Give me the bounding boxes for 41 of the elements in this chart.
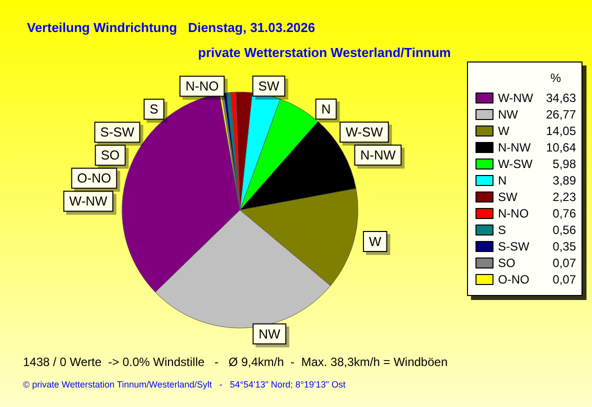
category-label: O-NO bbox=[77, 170, 112, 186]
data-label: 0,76 bbox=[552, 206, 576, 220]
text: 1438 / 0 Werte -> 0.0% Windstille - Ø 9,4km/h - Max. 38,3km/h = Windböen bbox=[23, 355, 448, 369]
legend-label: O-NO bbox=[498, 272, 530, 286]
data-label: 0,56 bbox=[552, 223, 576, 237]
category-label: S-SW bbox=[100, 124, 134, 140]
category-label: W-SW bbox=[346, 124, 383, 140]
slice-label: NW bbox=[258, 326, 282, 342]
legend-label: S-SW bbox=[498, 240, 530, 254]
data-label: 3,89 bbox=[552, 174, 576, 188]
slice-label: W-NW bbox=[69, 194, 108, 209]
data-label: 5,98 bbox=[552, 157, 576, 171]
slice-label: SW bbox=[258, 78, 280, 94]
legend-label: W bbox=[498, 124, 510, 138]
legend-label: SW bbox=[498, 190, 518, 204]
legend-title: % bbox=[550, 71, 562, 85]
legend-label: SO bbox=[498, 256, 516, 270]
data-label: 34,63 bbox=[546, 91, 576, 105]
slice-label: W bbox=[368, 234, 382, 249]
legend-label: W-NW bbox=[498, 91, 534, 105]
legend-label: NW bbox=[498, 108, 519, 122]
chart-subtitle: private Wetterstation Westerland/Tinnum bbox=[198, 45, 451, 60]
category-label: N bbox=[321, 102, 331, 117]
legend-label: N-NO bbox=[498, 206, 529, 220]
data-label: 10,64 bbox=[546, 140, 576, 154]
data-label: 26,77 bbox=[546, 108, 576, 122]
category-label: N-NO bbox=[185, 78, 219, 94]
data-label: 0,35 bbox=[552, 240, 576, 254]
data-label: 0,07 bbox=[552, 272, 576, 286]
category-label: S bbox=[150, 102, 158, 117]
category-label: SO bbox=[100, 148, 120, 163]
legend-label: N bbox=[498, 174, 507, 188]
data-label: 14,05 bbox=[546, 124, 576, 138]
slice-label: N-NW bbox=[360, 148, 396, 163]
data-label: 2,23 bbox=[552, 190, 576, 204]
chart-title: Verteilung Windrichtung Dienstag, 31.03.2026 bbox=[27, 20, 316, 35]
text: © private Wetterstation Tinnum/Westerland/Sylt - 54°54'13" Nord; 8°19'13" Ost bbox=[23, 380, 346, 390]
legend-label: N-NW bbox=[498, 140, 532, 154]
legend-label: S bbox=[498, 223, 506, 237]
data-label: 0,07 bbox=[552, 256, 576, 270]
legend-label: W-SW bbox=[498, 157, 534, 171]
